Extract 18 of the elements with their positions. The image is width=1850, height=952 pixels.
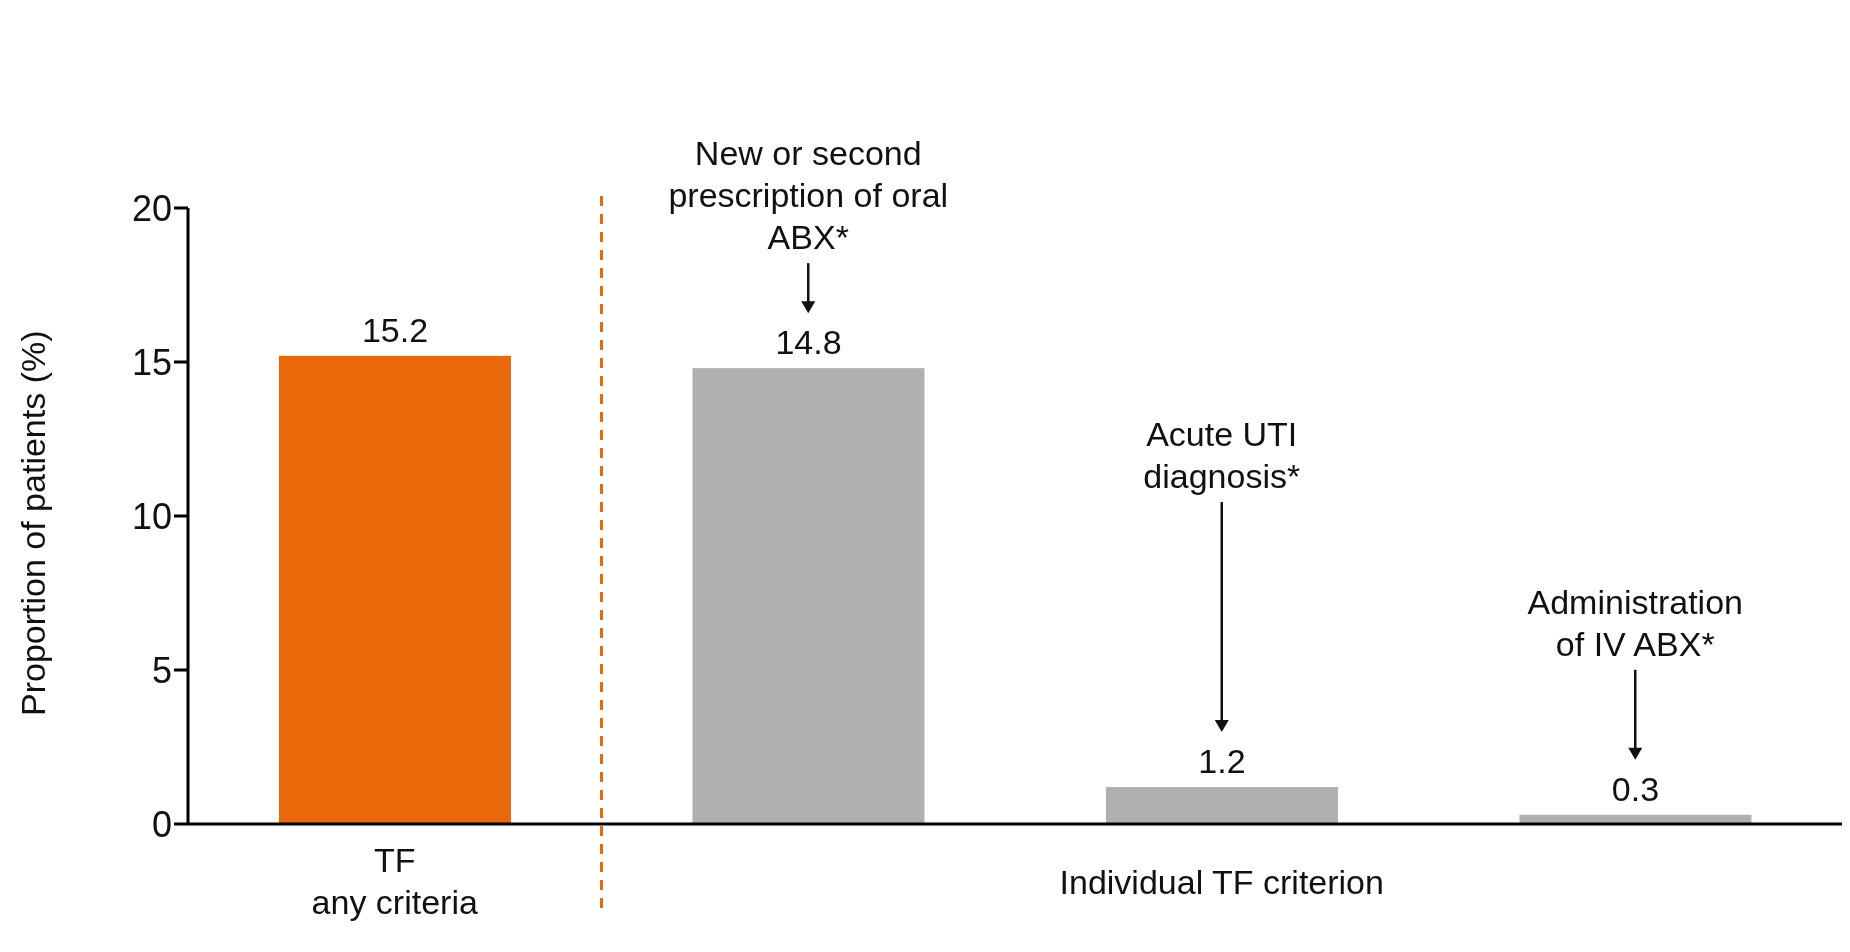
bar [278,355,511,824]
data-label: 0.3 [1611,769,1660,808]
data-label: 1.2 [1198,742,1246,781]
data-label: 14.8 [775,323,842,362]
y-tick-label: 5 [151,649,172,691]
x-tick-label: TF any criteria [311,841,478,921]
y-axis-title: Proportion of patients (%) [14,330,53,716]
bar [692,368,925,824]
y-tick-label: 0 [151,803,172,845]
data-label: 15.2 [361,310,429,349]
y-tick-label: 15 [131,341,172,383]
x-tick-label: Acute UTI diagnosis* [1143,415,1301,496]
bar [1105,787,1338,824]
x-tick-label: Administration of IV ABX* [1527,582,1743,663]
text: Individual TF criterion [1059,863,1384,901]
y-tick-label: 20 [131,187,172,229]
y-tick-label: 10 [131,495,172,537]
x-tick-label: New or second prescription of oral ABX* [668,134,949,257]
